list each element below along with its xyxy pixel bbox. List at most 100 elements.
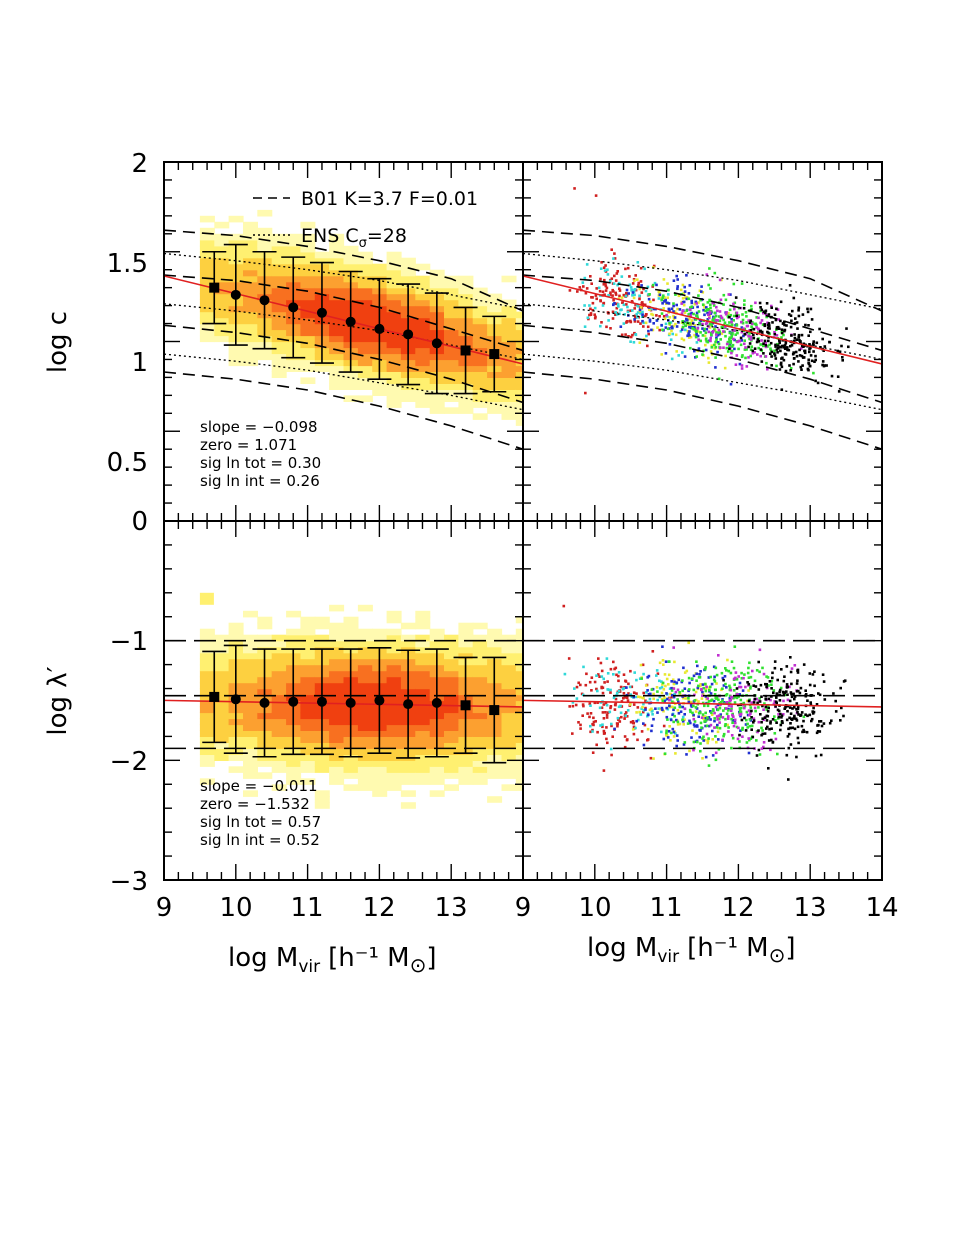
scatter-point [759, 713, 762, 716]
scatter-point [796, 725, 800, 729]
scatter-point [697, 715, 700, 718]
heatmap-cell [444, 281, 459, 289]
scatter-point [609, 327, 612, 330]
scatter-point [613, 274, 616, 278]
scatter-point [744, 311, 748, 314]
heatmap-cell [429, 401, 445, 408]
heatmap-cell [214, 694, 230, 702]
heatmap-cell [343, 784, 359, 791]
scatter-point [786, 698, 790, 702]
heatmap-cell [372, 377, 388, 384]
heatmap-cell [357, 664, 373, 672]
scatter-point [708, 316, 711, 320]
scatter-point [776, 342, 779, 346]
scatter-point [804, 689, 807, 692]
scatter-layer [568, 187, 850, 395]
heatmap-cell [271, 251, 287, 259]
heatmap-cell [444, 377, 459, 384]
scatter-point [727, 669, 731, 673]
scatter-point [603, 269, 607, 272]
scatter-point [778, 690, 781, 694]
heatmap-cell [472, 413, 488, 420]
scatter-point [806, 367, 810, 371]
heatmap-cell [444, 305, 459, 313]
scatter-point [815, 341, 819, 345]
dotted-model-curve [523, 353, 882, 411]
heatmap-cell [429, 275, 445, 283]
scatter-point [750, 728, 753, 731]
scatter-point [710, 698, 714, 702]
scatter-point [615, 691, 619, 695]
scatter-point [665, 677, 669, 681]
scatter-point [601, 723, 604, 726]
scatter-point [679, 288, 683, 292]
scatter-point [582, 665, 585, 669]
scatter-point [610, 248, 613, 251]
scatter-point [647, 674, 651, 678]
scatter-point [666, 296, 669, 299]
scatter-point [840, 344, 843, 348]
heatmap-cell [228, 766, 244, 773]
scatter-point [744, 685, 747, 689]
scatter-point [670, 693, 674, 697]
scatter-point [747, 682, 751, 686]
heatmap-cell [199, 676, 215, 684]
scatter-point [762, 672, 766, 676]
model-curves [164, 229, 523, 450]
heatmap-cell [472, 706, 488, 714]
scatter-point [730, 336, 733, 340]
scatter-point [764, 311, 767, 315]
scatter-point [667, 302, 671, 305]
scatter-point [727, 726, 730, 729]
heatmap-cell [472, 293, 488, 301]
scatter-point [641, 710, 645, 714]
scatter-point [777, 327, 781, 330]
heatmap-cell [415, 281, 431, 289]
heatmap-cell [300, 628, 316, 636]
heatmap-cell [357, 712, 373, 720]
heatmap-cell [515, 341, 523, 349]
scatter-point [699, 331, 702, 334]
heatmap-cell [257, 622, 273, 630]
scatter-point [626, 320, 629, 323]
heatmap-cell [199, 694, 215, 702]
scatter-point [823, 345, 827, 348]
scatter-point [610, 722, 613, 726]
heatmap-cell [415, 694, 431, 702]
scatter-point [717, 342, 721, 346]
heatmap-cell [501, 401, 517, 408]
panel-bottom-right: 9 10 11 12 13 14 log Mvir [h⁻¹ M⊙] [515, 520, 899, 967]
heatmap-cell [214, 281, 230, 289]
scatter-point [767, 336, 770, 339]
scatter-point [673, 316, 677, 319]
heatmap-cell [515, 676, 523, 684]
scatter-point [638, 287, 642, 291]
heatmap-cell [415, 383, 431, 390]
heatmap-cell [214, 640, 230, 648]
scatter-point [738, 362, 742, 366]
scatter-point [782, 699, 785, 703]
scatter-point [645, 691, 648, 694]
x-tick-labels: 9 10 11 12 13 14 [515, 893, 899, 923]
scatter-point [788, 685, 791, 689]
scatter-point [706, 704, 710, 708]
scatter-point [680, 312, 684, 315]
scatter-point [661, 296, 665, 299]
scatter-point [767, 331, 770, 335]
scatter-point [631, 721, 635, 725]
scatter-point [595, 687, 598, 691]
scatter-point [672, 720, 675, 724]
heatmap-cell [415, 353, 431, 361]
scatter-point [664, 322, 668, 326]
heatmap-cell [271, 754, 287, 761]
heatmap-cell [300, 317, 316, 325]
scatter-point [766, 725, 769, 729]
heatmap-cell [501, 754, 517, 761]
scatter-point [730, 317, 733, 321]
scatter-point [662, 724, 666, 728]
scatter-point [730, 324, 733, 328]
scatter-point [597, 657, 600, 660]
scatter-point [710, 333, 713, 337]
scatter-point [722, 678, 725, 682]
scatter-point [681, 705, 685, 709]
